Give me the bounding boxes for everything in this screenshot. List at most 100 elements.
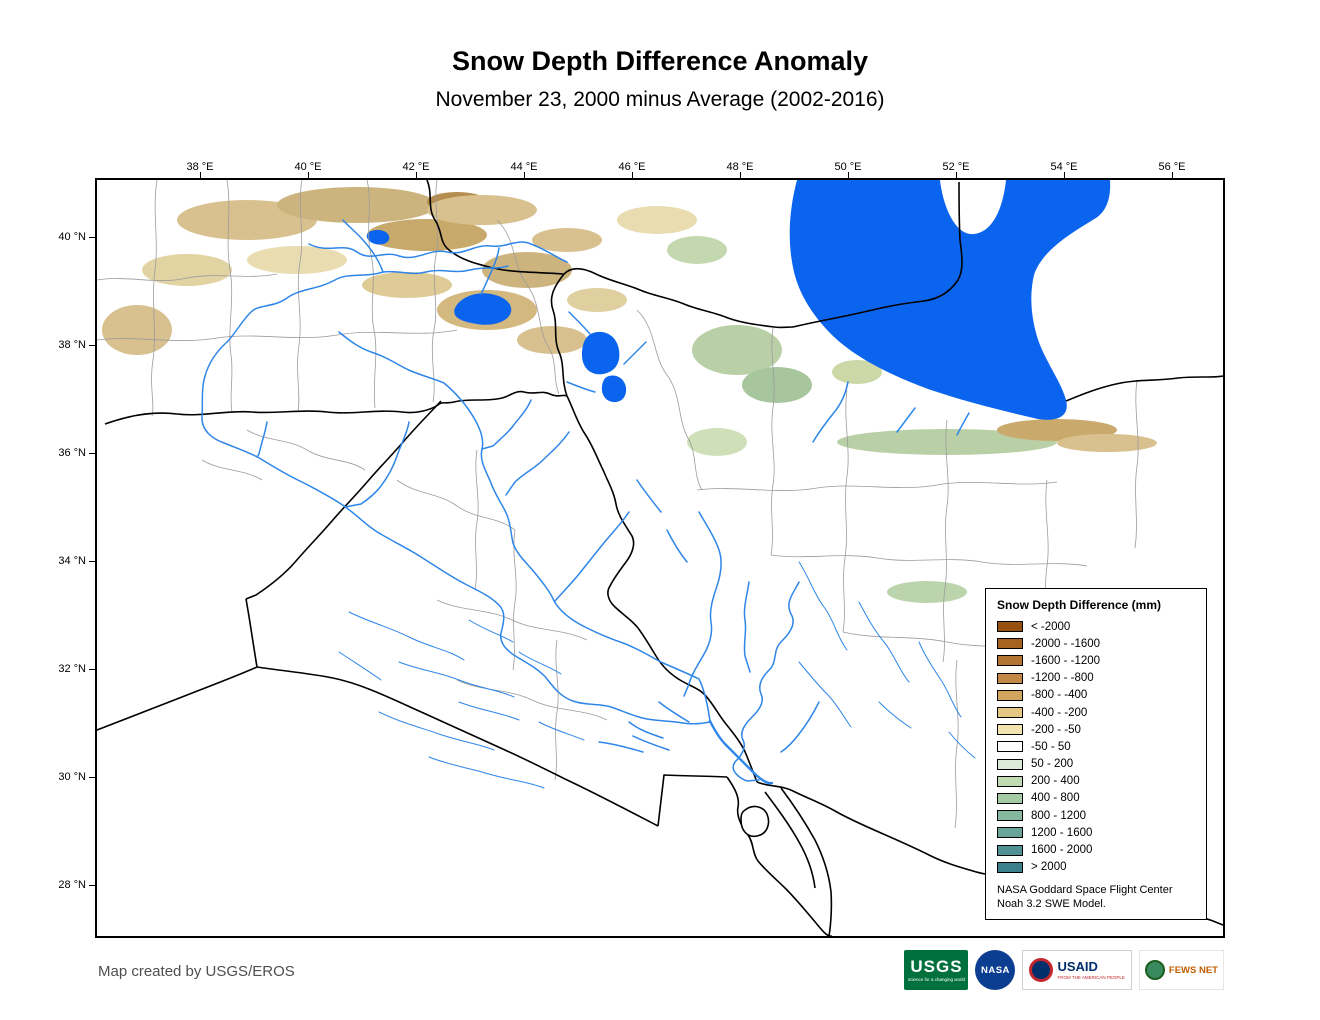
usaid-logo: USAID FROM THE AMERICAN PEOPLE <box>1022 950 1132 990</box>
legend-entry: -800 - -400 <box>997 687 1197 704</box>
tigris-river <box>338 331 711 722</box>
wadi-9 <box>468 619 514 643</box>
iran-stream-6 <box>948 731 976 759</box>
border-syria-iraq <box>245 400 442 600</box>
lake-urmia <box>582 331 620 375</box>
dez-river <box>743 581 751 673</box>
legend-entry: -2000 - -1600 <box>997 635 1197 652</box>
map-canvas: Snow Depth Difference (mm) < -2000 -2000 … <box>95 178 1225 938</box>
legend-entry: -200 - -50 <box>997 721 1197 738</box>
legend-entry: 50 - 200 <box>997 756 1197 773</box>
legend-label: 400 - 800 <box>1031 792 1080 805</box>
legend-swatch <box>997 655 1023 667</box>
lon-tick <box>1064 172 1065 178</box>
faw-peninsula-east <box>780 787 833 936</box>
wadi-2 <box>398 661 515 698</box>
karkheh-river <box>683 511 722 697</box>
border-jordan-iraq <box>245 598 258 668</box>
fews-globe-icon <box>1144 960 1165 980</box>
lat-tick <box>89 237 95 238</box>
lon-tick <box>1172 172 1173 178</box>
legend-label: 1600 - 2000 <box>1031 844 1093 857</box>
usgs-logo-tagline: science for a changing world <box>907 977 965 982</box>
lon-tick-label: 38 °E <box>186 161 214 173</box>
coast-kuwait-saudi <box>726 776 832 936</box>
legend-title: Snow Depth Difference (mm) <box>997 598 1162 612</box>
legend-swatch <box>997 827 1023 839</box>
lake-urmia-south <box>601 375 627 403</box>
lat-tick <box>89 777 95 778</box>
usaid-emblem-icon <box>1029 958 1054 982</box>
legend-label: -1600 - -1200 <box>1031 654 1101 667</box>
aras-river <box>308 241 568 263</box>
legend-entry: 200 - 400 <box>997 773 1197 790</box>
border-across-caspian <box>792 181 963 328</box>
water-layer <box>366 180 1111 420</box>
caspian-sea <box>789 180 1111 420</box>
jarrahi-river <box>780 701 820 753</box>
urmia-inflow-3 <box>566 381 596 393</box>
caspian-stream-1 <box>896 407 916 433</box>
balikh-river <box>256 421 268 458</box>
bubiyan-island <box>740 805 770 838</box>
legend: Snow Depth Difference (mm) < -2000 -2000 … <box>985 588 1207 921</box>
lat-tick-label: 38 °N <box>58 339 86 351</box>
legend-label: -800 - -400 <box>1031 689 1088 702</box>
wadi-8 <box>338 651 382 681</box>
lon-tick <box>524 172 525 178</box>
lat-tick-label: 36 °N <box>58 447 86 459</box>
usaid-logo-text: USAID <box>1057 959 1098 975</box>
map-svg <box>97 180 1223 936</box>
legend-entry: < -2000 <box>997 618 1197 635</box>
legend-label: 200 - 400 <box>1031 775 1080 788</box>
faw-peninsula-west <box>764 791 816 889</box>
reservoir <box>366 229 390 245</box>
iran-stream-2 <box>858 601 910 683</box>
border-turkey-armenia <box>426 180 564 275</box>
iran-stream-3 <box>918 641 962 718</box>
sefid-rud <box>812 381 849 443</box>
legend-label: 1200 - 1600 <box>1031 826 1093 839</box>
lon-tick-label: 40 °E <box>294 161 322 173</box>
lat-tick-label: 34 °N <box>58 555 86 567</box>
lat-tick-label: 40 °N <box>58 231 86 243</box>
legend-source-line2: Noah 3.2 SWE Model. <box>997 898 1106 911</box>
legend-swatch <box>997 672 1023 684</box>
zagros-stream-2 <box>666 529 688 563</box>
legend-entry: -50 - 50 <box>997 738 1197 755</box>
lon-tick-label: 50 °E <box>834 161 862 173</box>
map-title: Snow Depth Difference Anomaly <box>451 46 869 76</box>
fewsnet-logo-text: FEWS NET <box>1168 964 1218 976</box>
legend-label: -200 - -50 <box>1031 723 1081 736</box>
legend-label: 50 - 200 <box>1031 758 1074 771</box>
lon-tick <box>956 172 957 178</box>
legend-swatch <box>997 758 1023 770</box>
iran-stream-1 <box>798 561 848 651</box>
nasa-logo-text: NASA <box>981 964 1010 976</box>
legend-entry: > 2000 <box>997 859 1197 876</box>
lat-tick <box>89 345 95 346</box>
wadi-6 <box>538 721 585 741</box>
legend-swatch <box>997 638 1023 650</box>
legend-entry: -1200 - -800 <box>997 670 1197 687</box>
karasu-river <box>342 219 384 273</box>
lon-tick <box>308 172 309 178</box>
legend-swatch <box>997 844 1023 856</box>
legend-entry: -400 - -200 <box>997 704 1197 721</box>
great-zab <box>481 399 532 450</box>
lon-tick-label: 44 °E <box>510 161 538 173</box>
lon-tick-label: 48 °E <box>726 161 754 173</box>
legend-swatch <box>997 707 1023 719</box>
usgs-logo: USGS science for a changing world <box>904 950 969 990</box>
border-iraq-saudi <box>256 666 659 827</box>
urmia-inflow-1 <box>568 311 591 335</box>
diyala-river <box>554 511 630 602</box>
karun-river <box>732 581 800 782</box>
euphrates-river <box>201 271 711 725</box>
lat-tick <box>89 453 95 454</box>
legend-label: > 2000 <box>1031 861 1067 874</box>
wadi-3 <box>458 701 520 721</box>
map-credit: Map created by USGS/EROS <box>98 963 295 980</box>
lat-tick <box>89 885 95 886</box>
urmia-inflow-2 <box>623 341 647 365</box>
